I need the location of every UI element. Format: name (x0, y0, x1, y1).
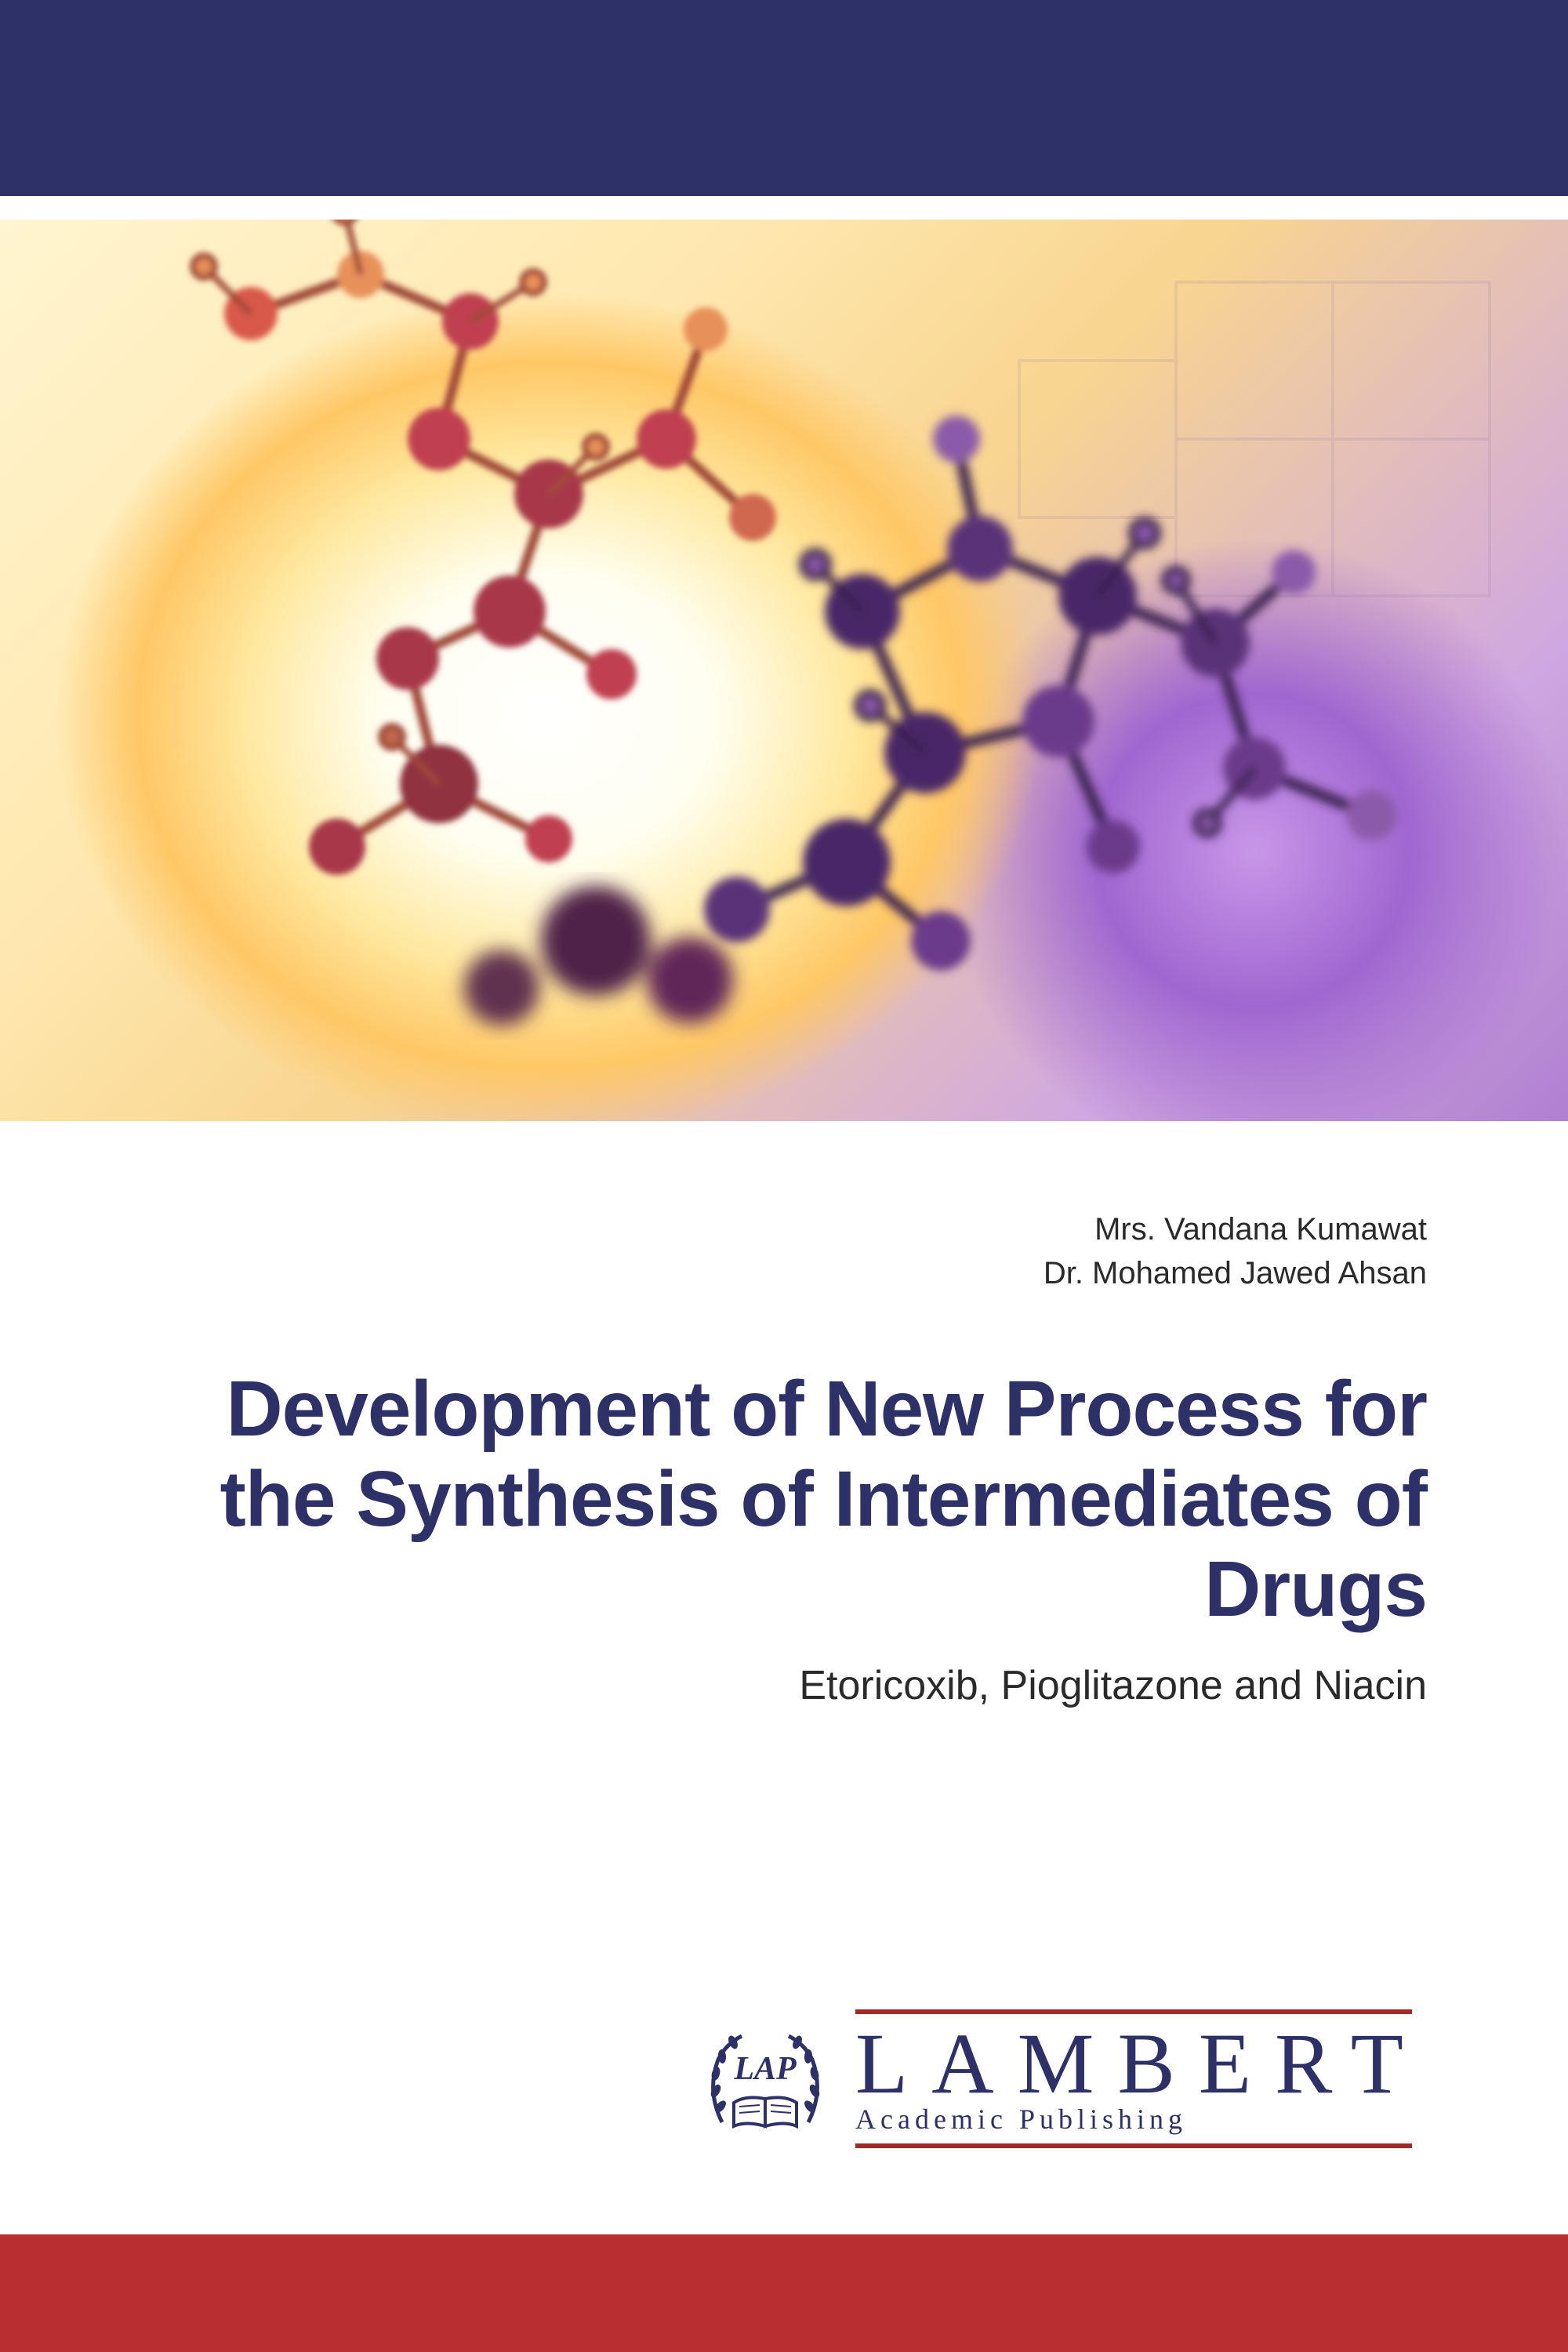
author-line-2: Dr. Mohamed Jawed Ahsan (1044, 1251, 1427, 1295)
publisher-rule-top (855, 2009, 1412, 2014)
publisher-name-sub: Academic Publishing (855, 2103, 1427, 2136)
author-line-1: Mrs. Vandana Kumawat (1044, 1207, 1427, 1251)
publisher-name-main: LAMBERT (855, 2020, 1427, 2107)
gap-band (0, 196, 1568, 220)
book-title: Development of New Process for the Synth… (157, 1364, 1427, 1635)
publisher-text-block: LAMBERT Academic Publishing (855, 2009, 1427, 2148)
molecule-svg (0, 220, 1568, 1121)
bottom-color-band (0, 2234, 1568, 2352)
authors-block: Mrs. Vandana Kumawat Dr. Mohamed Jawed A… (1044, 1207, 1427, 1295)
publisher-rule-bottom (855, 2143, 1412, 2148)
emblem-text: LAP (733, 2051, 797, 2087)
hero-molecule-image (0, 220, 1568, 1121)
publisher-logo: LAP LAMBERT Academic Publishing (699, 2009, 1427, 2148)
publisher-emblem: LAP (699, 2020, 832, 2138)
top-color-band (0, 0, 1568, 196)
book-subtitle: Etoricoxib, Pioglitazone and Niacin (799, 1662, 1427, 1709)
